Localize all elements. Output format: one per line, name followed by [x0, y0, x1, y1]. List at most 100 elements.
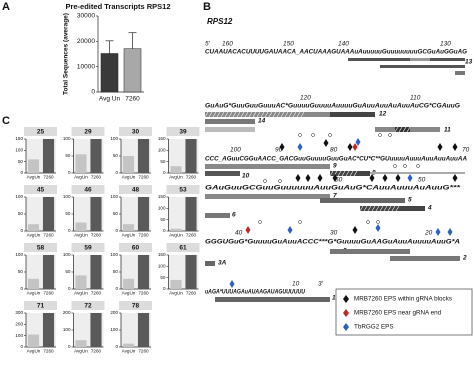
eps-marker: [332, 174, 338, 182]
x-tick-label: 7260: [43, 233, 54, 238]
eps-site: [258, 220, 262, 224]
y-tick-label: 100: [110, 327, 118, 332]
eps-marker: [297, 143, 303, 151]
bar: [170, 166, 182, 173]
bar: [27, 159, 40, 173]
sequence: GGGUGuG*GuuuuGuAuuACCC***G*GuuuuGuAAGuAu…: [205, 239, 461, 246]
bar: [122, 343, 135, 347]
chart-title: 48: [132, 187, 140, 194]
grna-label: 3A: [218, 260, 227, 267]
panel-label: C: [2, 115, 10, 127]
bar: [185, 255, 197, 289]
hatch: [394, 126, 399, 133]
eps-site: [388, 133, 392, 137]
hatch: [228, 111, 233, 118]
y-tick-label: 200: [63, 310, 71, 315]
chart-header: [71, 185, 105, 194]
grna-label: 2: [462, 255, 467, 262]
x-tick-label: 7260: [91, 291, 102, 296]
position: 130: [440, 41, 451, 48]
bar: [42, 313, 55, 347]
hatch: [387, 205, 392, 212]
chart-title: 25: [37, 129, 45, 136]
hatch: [284, 111, 289, 118]
chart-header: [24, 127, 57, 136]
chart-title: 71: [37, 303, 45, 310]
eps-site: [328, 133, 332, 137]
chart-title: 53: [179, 187, 187, 194]
hatch: [349, 170, 354, 177]
sequence: GuAuG*GuuGuuGuuuAC*GuuuuGuuuuAuuuuGuAuuA…: [205, 103, 460, 110]
eps-marker: [355, 138, 361, 146]
x-tick-label: AvgUn: [169, 175, 183, 180]
bar: [137, 197, 150, 231]
chart-header: [166, 185, 200, 194]
bar: [42, 255, 55, 289]
grna-bar: [205, 112, 375, 117]
x-tick-label: 7260: [186, 291, 197, 296]
hatch: [272, 111, 277, 118]
hatch: [367, 205, 372, 212]
legend-symbol: [343, 323, 349, 331]
x-tick-label: 7260: [186, 175, 197, 180]
y-tick-label: 200: [110, 310, 118, 315]
hatch: [398, 126, 403, 133]
eps-site: [378, 133, 382, 137]
grna-label: 7: [333, 193, 337, 200]
hatch: [276, 111, 281, 118]
grna-label: 10: [242, 173, 250, 180]
panel-label: A: [2, 1, 10, 13]
eps-marker: [305, 174, 311, 182]
legend-box: [335, 288, 473, 336]
y-tick-label: 0: [68, 228, 71, 233]
legend-symbol: [343, 309, 349, 317]
eps-marker: [382, 174, 388, 182]
grna-bar: [330, 112, 375, 117]
legend-label: TbRGG2 EPS: [354, 324, 394, 331]
y-tick-label: 100: [158, 264, 166, 269]
bar: [185, 197, 197, 231]
grna-label: 13: [465, 59, 473, 66]
hatch: [256, 111, 261, 118]
x-tick-label: 7260: [43, 349, 54, 354]
x-tick-label: AvgUn: [74, 349, 88, 354]
bar: [27, 334, 40, 347]
sequence: CUAAUACACUUUUGAUAACA_AACUAAAGUAAAuAuuuuu…: [205, 49, 467, 56]
grna-label: 5: [408, 197, 412, 204]
grna-bar: [205, 119, 255, 124]
y-tick-label: 50: [18, 159, 24, 164]
eps-site: [416, 164, 420, 168]
legend-label: MRB7260 EPS within gRNA blocks: [354, 296, 452, 303]
bar: [42, 197, 55, 231]
y-tick-label: 100: [110, 136, 118, 141]
chart-header: [24, 185, 57, 194]
eps-marker: [452, 143, 458, 151]
eps-marker: [245, 226, 251, 234]
hatch: [232, 111, 237, 118]
chart-title: 29: [84, 129, 92, 136]
chart-header: [71, 127, 105, 136]
chart-header: [24, 301, 57, 310]
y-tick-label: 0: [163, 170, 166, 175]
eps-marker: [447, 228, 453, 236]
chart-title: Pre-edited Transcripts RPS12: [65, 2, 170, 11]
chart-title: 46: [84, 187, 92, 194]
y-tick-label: 100: [15, 148, 23, 153]
y-tick-label: 50: [160, 159, 166, 164]
hatch: [216, 111, 221, 118]
position: 50: [418, 177, 426, 184]
end-label: 5': [205, 41, 211, 48]
grna-label: 9: [333, 163, 337, 170]
y-tick-label: 50: [18, 211, 24, 216]
chart-header: [71, 243, 105, 252]
y-tick-label: 100: [110, 194, 118, 199]
hatch: [329, 170, 334, 177]
y-tick-label: 100: [63, 136, 71, 141]
chart-header: [119, 243, 152, 252]
y-tick-label: 100: [63, 194, 71, 199]
eps-marker: [347, 143, 353, 151]
hatch: [248, 111, 253, 118]
y-tick-label: 0: [20, 170, 23, 175]
x-tick-label: 7260: [91, 233, 102, 238]
y-tick-label: 50: [113, 211, 119, 216]
